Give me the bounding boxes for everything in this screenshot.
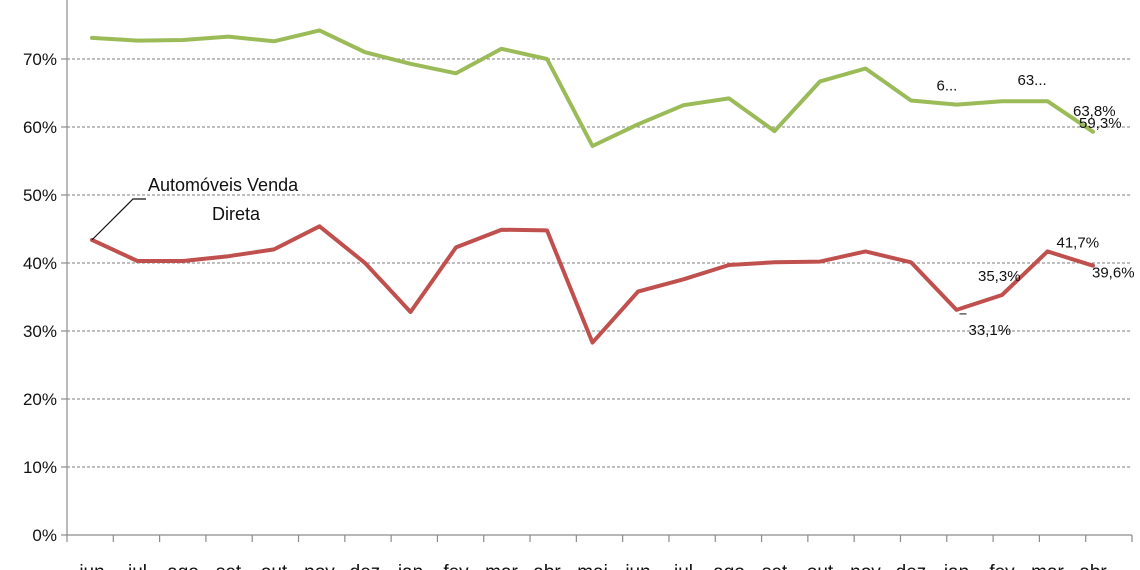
- y-tick-label: 10%: [23, 458, 57, 477]
- series-name-label-line2: Direta: [212, 204, 261, 224]
- series-lines: [90, 28, 1095, 345]
- y-tick-label: 30%: [23, 322, 57, 341]
- data-label: 63,8%: [1073, 103, 1116, 120]
- series-name-labels: Automóveis Venda Direta: [91, 175, 299, 241]
- x-tick-label: out: [807, 562, 834, 570]
- x-tick-label: jan: [943, 562, 969, 570]
- x-tick-label: set: [216, 562, 242, 570]
- data-label: 33,1%: [969, 322, 1012, 339]
- x-tick-label: abr: [533, 562, 561, 570]
- y-tick-labels: 0% 10% 20% 30% 40% 50% 60% 70%: [23, 50, 67, 545]
- x-tick-label: jul: [673, 562, 693, 570]
- axes: [66, 0, 1132, 536]
- data-label: 6...: [937, 78, 958, 95]
- x-tick-label: jan: [397, 562, 423, 570]
- series-label-leader: [91, 198, 146, 241]
- series-line-green: [90, 28, 1095, 148]
- data-label: 39,6%: [1092, 265, 1135, 282]
- x-tick-label: dez: [896, 562, 927, 570]
- x-tick-label: jun: [78, 562, 104, 570]
- x-tick-label: abr: [1079, 562, 1107, 570]
- x-tick-label: set: [762, 562, 788, 570]
- x-tick-label: mar: [1031, 562, 1064, 570]
- y-tick-label: 0%: [32, 526, 57, 545]
- x-tick-label: out: [261, 562, 288, 570]
- y-tick-label: 50%: [23, 186, 57, 205]
- data-label: 35,3%: [978, 268, 1021, 285]
- x-tick-label: nov: [304, 562, 335, 570]
- data-label: 41,7%: [1057, 234, 1100, 251]
- y-tick-label: 40%: [23, 254, 57, 273]
- x-tick-label: nov: [850, 562, 881, 570]
- data-label: 59,3%: [1079, 115, 1122, 132]
- x-tick-marks: [66, 535, 1133, 542]
- x-tick-labels: jun jul ago set out nov dez jan fev mar abr mai jun j…: [78, 562, 1107, 570]
- x-tick-label: jun: [624, 562, 650, 570]
- x-tick-label: fev: [443, 562, 469, 570]
- y-tick-label: 60%: [23, 118, 57, 137]
- y-tick-label: 20%: [23, 390, 57, 409]
- x-tick-label: ago: [167, 562, 199, 570]
- x-tick-label: mar: [485, 562, 518, 570]
- series-line-red: [90, 224, 1095, 345]
- gridlines: [67, 58, 1132, 468]
- x-tick-label: mai: [577, 562, 608, 570]
- x-tick-label: dez: [350, 562, 381, 570]
- data-labels: 6... 63... 63,8%59,3% 33,1% 35,3% 41,7% 39,6%: [937, 72, 1135, 339]
- x-tick-label: jul: [127, 562, 147, 570]
- series-name-label-line1: Automóveis Venda: [148, 175, 299, 195]
- data-label: 63...: [1018, 72, 1047, 89]
- x-tick-label: fev: [989, 562, 1015, 570]
- y-tick-label: 70%: [23, 50, 57, 69]
- x-tick-label: ago: [713, 562, 745, 570]
